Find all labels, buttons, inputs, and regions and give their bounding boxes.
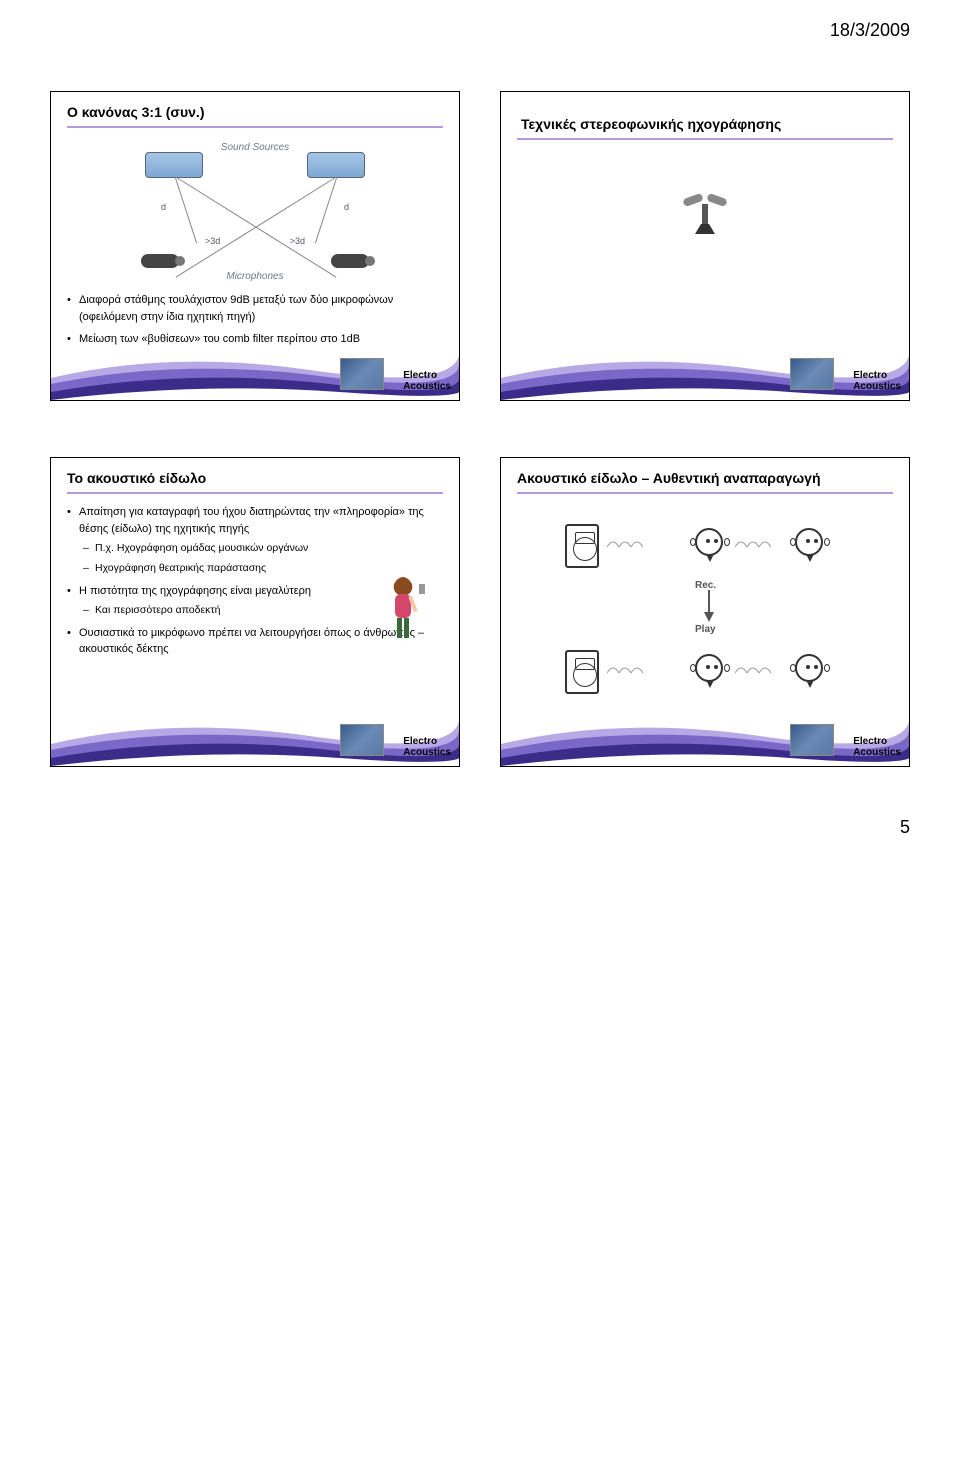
slide1-bullets: Διαφορά στάθμης τουλάχιστον 9dB μεταξύ τ… xyxy=(61,292,449,348)
slide1-title: Ο κανόνας 3:1 (συν.) xyxy=(51,92,459,124)
footer-swoosh xyxy=(51,708,459,766)
speaker-left-icon xyxy=(145,152,203,178)
dist-3d-right: >3d xyxy=(290,236,305,246)
footer-thumbnail xyxy=(340,358,384,390)
microphone-right-icon xyxy=(331,254,369,268)
dist-d-left: d xyxy=(161,202,166,212)
footer-logo: Electro Acoustics xyxy=(853,370,901,392)
footer-logo: Electro Acoustics xyxy=(853,736,901,758)
slide3-bullet-1: Απαίτηση για καταγραφή του ήχου διατηρών… xyxy=(79,504,449,577)
speaker-box-icon xyxy=(565,524,599,568)
rec-play-diagram: Rec. Play xyxy=(545,518,865,718)
dist-d-right: d xyxy=(344,202,349,212)
listener-head-icon xyxy=(695,528,725,564)
sound-wave-icon xyxy=(735,532,805,562)
page-number: 5 xyxy=(0,797,960,858)
sound-wave-icon xyxy=(607,532,677,562)
slides-grid: Ο κανόνας 3:1 (συν.) Sound Sources d d >… xyxy=(0,51,960,797)
slide3-title: Το ακουστικό είδωλο xyxy=(51,458,459,490)
speaker-box-icon xyxy=(565,650,599,694)
slide1-bullet-1: Διαφορά στάθμης τουλάχιστον 9dB μεταξύ τ… xyxy=(79,292,449,325)
slide4-title: Ακουστικό είδωλο – Αυθεντική αναπαραγωγή xyxy=(501,458,909,490)
listener-head-icon xyxy=(695,654,725,690)
footer-thumbnail xyxy=(790,724,834,756)
stereo-mic-icon xyxy=(675,190,735,240)
label-microphones: Microphones xyxy=(226,271,283,282)
footer-thumbnail xyxy=(790,358,834,390)
sound-source-diagram: Sound Sources d d >3d >3d Microphones xyxy=(105,142,405,282)
sound-wave-icon xyxy=(607,658,677,688)
date-header: 18/3/2009 xyxy=(0,0,960,51)
footer-swoosh xyxy=(501,708,909,766)
footer-logo: Electro Acoustics xyxy=(403,370,451,392)
slide-acoustic-image: Το ακουστικό είδωλο Απαίτηση για καταγρα… xyxy=(50,457,460,767)
label-sound-sources: Sound Sources xyxy=(221,142,289,153)
dist-3d-left: >3d xyxy=(205,236,220,246)
slide3-sub-1: Π.χ. Ηχογράφηση ομάδας μουσικών οργάνων xyxy=(95,541,449,557)
footer-logo: Electro Acoustics xyxy=(403,736,451,758)
footer-swoosh xyxy=(51,342,459,400)
sound-wave-icon xyxy=(735,658,805,688)
play-label: Play xyxy=(695,624,716,635)
speaker-right-icon xyxy=(307,152,365,178)
microphone-left-icon xyxy=(141,254,179,268)
slide-authentic-reproduction: Ακουστικό είδωλο – Αυθεντική αναπαραγωγή xyxy=(500,457,910,767)
slide2-title: Τεχνικές στερεοφωνικής ηχογράφησης xyxy=(501,92,909,136)
footer-swoosh xyxy=(501,342,909,400)
arrow-down-icon xyxy=(703,590,715,622)
footer-thumbnail xyxy=(340,724,384,756)
girl-illustration-icon xyxy=(381,574,429,644)
slide-rule-3-1: Ο κανόνας 3:1 (συν.) Sound Sources d d >… xyxy=(50,91,460,401)
slide-stereo-techniques: Τεχνικές στερεοφωνικής ηχογράφησης xyxy=(500,91,910,401)
